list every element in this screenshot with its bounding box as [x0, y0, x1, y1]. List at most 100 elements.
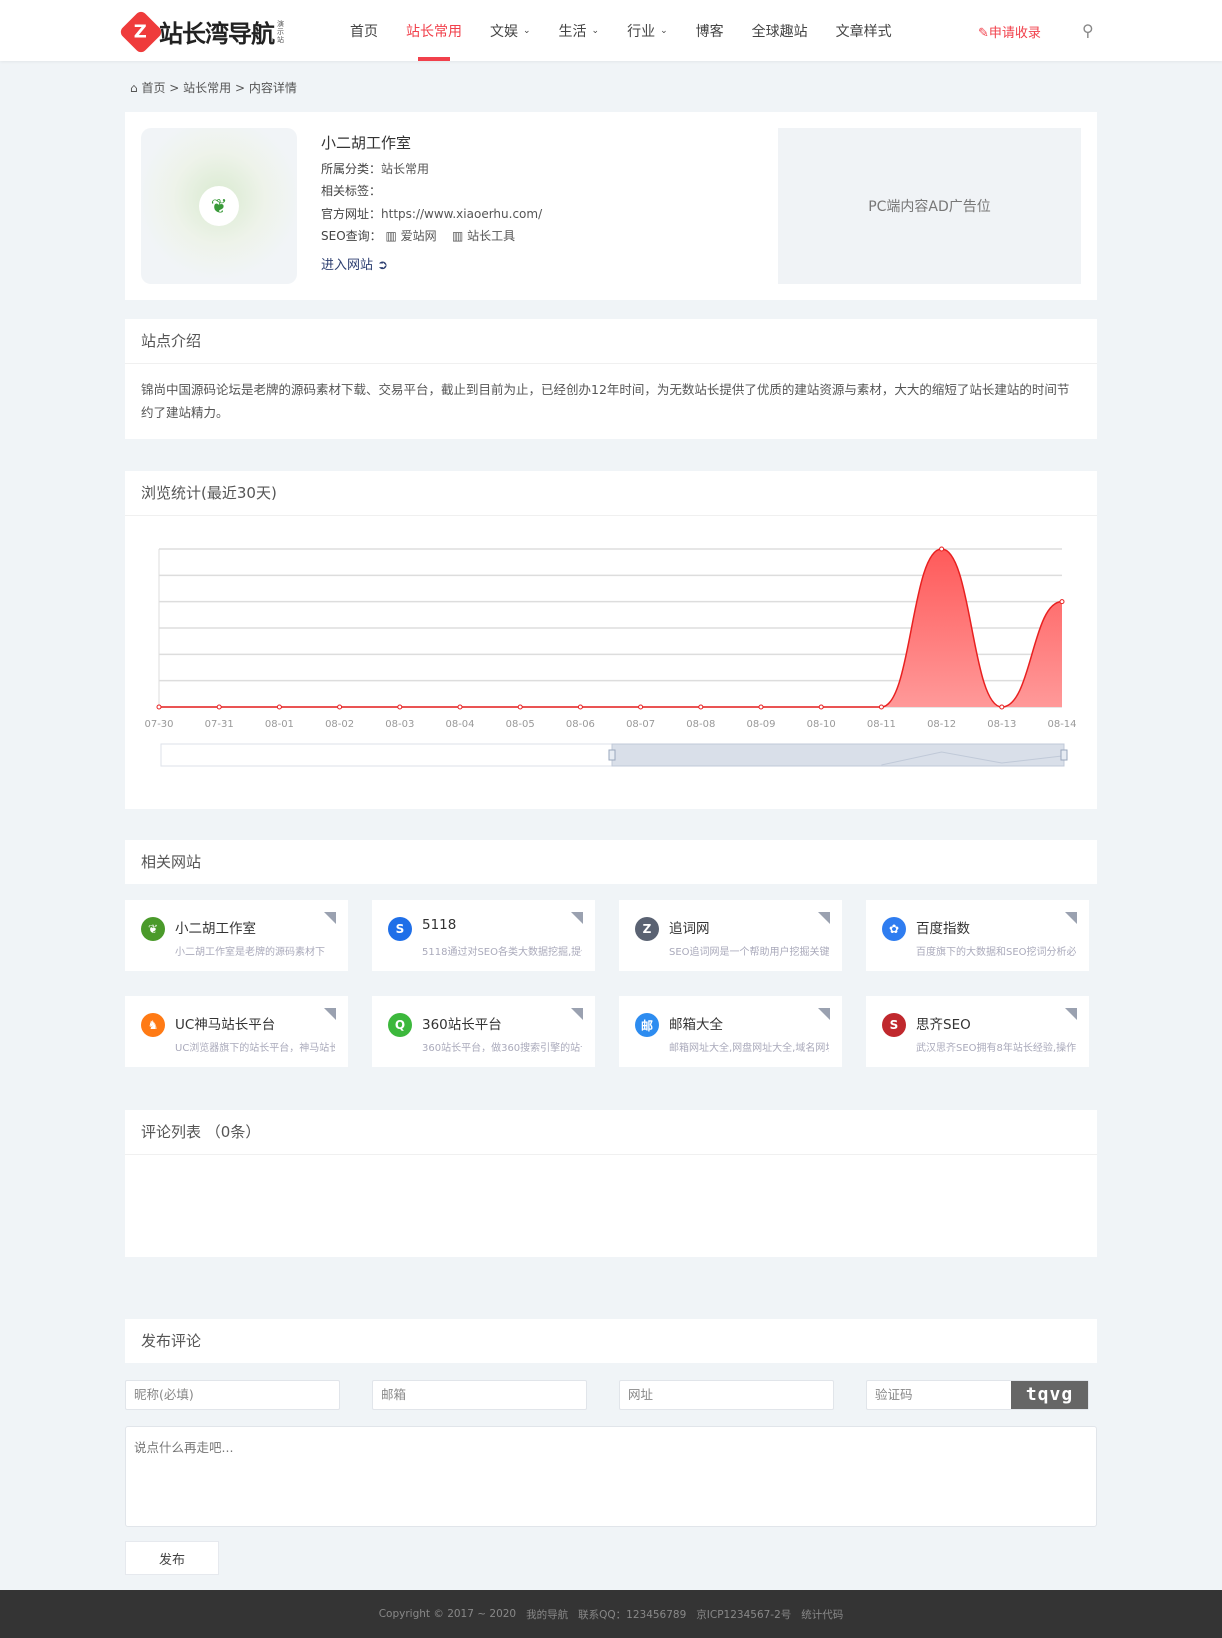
x-tick-label: 08-04	[445, 719, 474, 730]
footer-link-nav[interactable]: 我的导航	[526, 1608, 569, 1621]
email-input[interactable]: 邮箱	[372, 1380, 587, 1410]
mail-icon: 邮	[635, 1013, 659, 1037]
data-point	[156, 704, 162, 710]
site-url[interactable]: https://www.xiaoerhu.com/	[381, 206, 543, 221]
publish-header: 发布评论	[125, 1319, 1097, 1363]
corner-arrow-icon[interactable]	[324, 1008, 336, 1020]
data-point	[1059, 599, 1065, 605]
x-tick-label: 08-09	[746, 719, 775, 730]
related-site-card[interactable]: S 思齐SEO 武汉思齐SEO拥有8年站长经验,操作	[866, 996, 1089, 1067]
z-icon: Z	[635, 917, 659, 941]
related-site-desc: SEO追词网是一个帮助用户挖掘关键	[669, 947, 829, 958]
corner-arrow-icon[interactable]	[818, 912, 830, 924]
related-site-name: 追词网	[669, 921, 710, 937]
related-site-name: 小二胡工作室	[175, 921, 256, 937]
apply-listing-button[interactable]: ✎申请收录	[978, 26, 1041, 41]
footer-icp[interactable]: 京ICP1234567-2号	[696, 1608, 792, 1621]
related-site-card[interactable]: ❦ 小二胡工作室 小二胡工作室是老牌的源码素材下	[125, 900, 348, 971]
tree-icon: ❦	[199, 186, 239, 226]
related-site-card[interactable]: S 5118 5118通过对SEO各类大数据挖掘,提供	[372, 900, 595, 971]
publish-title: 发布评论	[141, 1332, 202, 1350]
bar-chart-icon: ▥	[451, 229, 464, 243]
related-site-desc: 360站长平台，做360搜索引擎的站长	[422, 1043, 582, 1054]
ad-slot[interactable]: PC端内容AD广告位	[778, 128, 1081, 284]
stats-card: 浏览统计(最近30天) 07-30 07-31 08-01 08-02 08-03 08-…	[125, 471, 1097, 809]
nav-industry[interactable]: 行业 ⌄	[627, 23, 668, 40]
comments-title: 评论列表	[141, 1123, 202, 1141]
comments-card: 评论列表 （0条）	[125, 1110, 1097, 1257]
related-site-card[interactable]: 邮 邮箱大全 邮箱网址大全,网盘网址大全,域名网址	[619, 996, 842, 1067]
category-link[interactable]: 站长常用	[381, 161, 430, 176]
nav-blog[interactable]: 博客	[695, 23, 724, 40]
related-site-desc: 百度旗下的大数据和SEO挖词分析必	[916, 947, 1076, 958]
related-header: 相关网站	[125, 840, 1097, 884]
logo-icon: Z	[118, 8, 164, 55]
x-tick-label: 08-11	[867, 719, 896, 730]
datazoom-window	[611, 743, 1065, 767]
logo[interactable]: Z 站长湾导航 演示站	[118, 8, 286, 55]
corner-arrow-icon[interactable]	[1065, 912, 1077, 924]
x-tick-label: 08-10	[807, 719, 836, 730]
data-point	[999, 704, 1005, 710]
intro-title: 站点介绍	[125, 319, 1097, 364]
related-title: 相关网站	[141, 853, 202, 871]
x-tick-label: 08-06	[566, 719, 595, 730]
logo-text: 站长湾导航	[159, 20, 275, 48]
horse-icon: ♞	[141, 1013, 165, 1037]
chevron-down-icon: ⌄	[591, 25, 600, 36]
nav-entertainment[interactable]: 文娱 ⌄	[490, 23, 531, 40]
seo-aizhan-link[interactable]: ▥ 爱站网	[385, 229, 437, 243]
nav-life[interactable]: 生活 ⌄	[558, 23, 600, 40]
website-input[interactable]: 网址	[619, 1380, 834, 1410]
corner-arrow-icon[interactable]	[1065, 1008, 1077, 1020]
related-site-card[interactable]: ♞ UC神马站长平台 UC浏览器旗下的站长平台，神马站长	[125, 996, 348, 1067]
data-point	[337, 704, 343, 710]
enter-site-button[interactable]: 进入网站 ➲	[321, 257, 389, 273]
x-tick-label: 08-12	[927, 719, 956, 730]
nav-article-style[interactable]: 文章样式	[835, 23, 892, 40]
data-point	[397, 704, 403, 710]
footer-stats[interactable]: 统计代码	[801, 1608, 844, 1621]
x-tick-label: 08-03	[385, 719, 414, 730]
comment-textarea[interactable]: 说点什么再走吧...	[125, 1426, 1097, 1527]
nickname-input[interactable]: 昵称(必填)	[125, 1380, 340, 1410]
nav-webmaster[interactable]: 站长常用	[392, 0, 476, 61]
seo-chinaz-link[interactable]: ▥ 站长工具	[451, 229, 516, 243]
related-site-name: UC神马站长平台	[175, 1017, 276, 1033]
x-tick-label: 08-13	[987, 719, 1016, 730]
related-site-name: 5118	[422, 917, 457, 933]
footer-qq: 联系QQ：123456789	[578, 1608, 687, 1621]
search-icon[interactable]: ⚲	[1082, 21, 1094, 40]
captcha-image[interactable]: tqvg	[1011, 1381, 1088, 1409]
home-icon: ⌂	[130, 81, 138, 95]
site-info-card: ❦ 小二胡工作室 所属分类：站长常用 相关标签： 官方网址：https://ww…	[125, 112, 1097, 300]
data-point	[577, 704, 583, 710]
nav-global[interactable]: 全球趣站	[751, 23, 808, 40]
related-site-card[interactable]: Z 追词网 SEO追词网是一个帮助用户挖掘关键	[619, 900, 842, 971]
corner-arrow-icon[interactable]	[571, 912, 583, 924]
x-tick-label: 07-31	[205, 719, 234, 730]
chevron-down-icon: ⌄	[660, 25, 668, 36]
series-line	[159, 548, 1063, 708]
breadcrumb-category[interactable]: 站长常用	[183, 81, 232, 95]
related-site-desc: 邮箱网址大全,网盘网址大全,域名网址	[669, 1043, 829, 1054]
data-point	[216, 704, 222, 710]
related-site-card[interactable]: ✿ 百度指数 百度旗下的大数据和SEO挖词分析必	[866, 900, 1089, 971]
pencil-icon: ✎	[978, 26, 989, 41]
datazoom-handle[interactable]	[1060, 749, 1068, 761]
s-icon: S	[882, 1013, 906, 1037]
corner-arrow-icon[interactable]	[818, 1008, 830, 1020]
submit-button[interactable]: 发布	[125, 1541, 219, 1575]
corner-arrow-icon[interactable]	[571, 1008, 583, 1020]
related-site-card[interactable]: Q 360站长平台 360站长平台，做360搜索引擎的站长	[372, 996, 595, 1067]
arrow-circle-icon: ➲	[377, 257, 389, 273]
corner-arrow-icon[interactable]	[324, 912, 336, 924]
q-icon: Q	[388, 1013, 412, 1037]
views-chart: 07-30 07-31 08-01 08-02 08-03 08-04 08-05 08-06…	[144, 546, 1077, 767]
related-site-desc: 武汉思齐SEO拥有8年站长经验,操作	[916, 1043, 1076, 1054]
data-point	[818, 704, 824, 710]
nav-home[interactable]: 首页	[350, 23, 378, 40]
datazoom-handle[interactable]	[608, 749, 616, 761]
x-tick-label: 08-01	[265, 719, 294, 730]
breadcrumb-home[interactable]: 首页	[141, 81, 166, 95]
